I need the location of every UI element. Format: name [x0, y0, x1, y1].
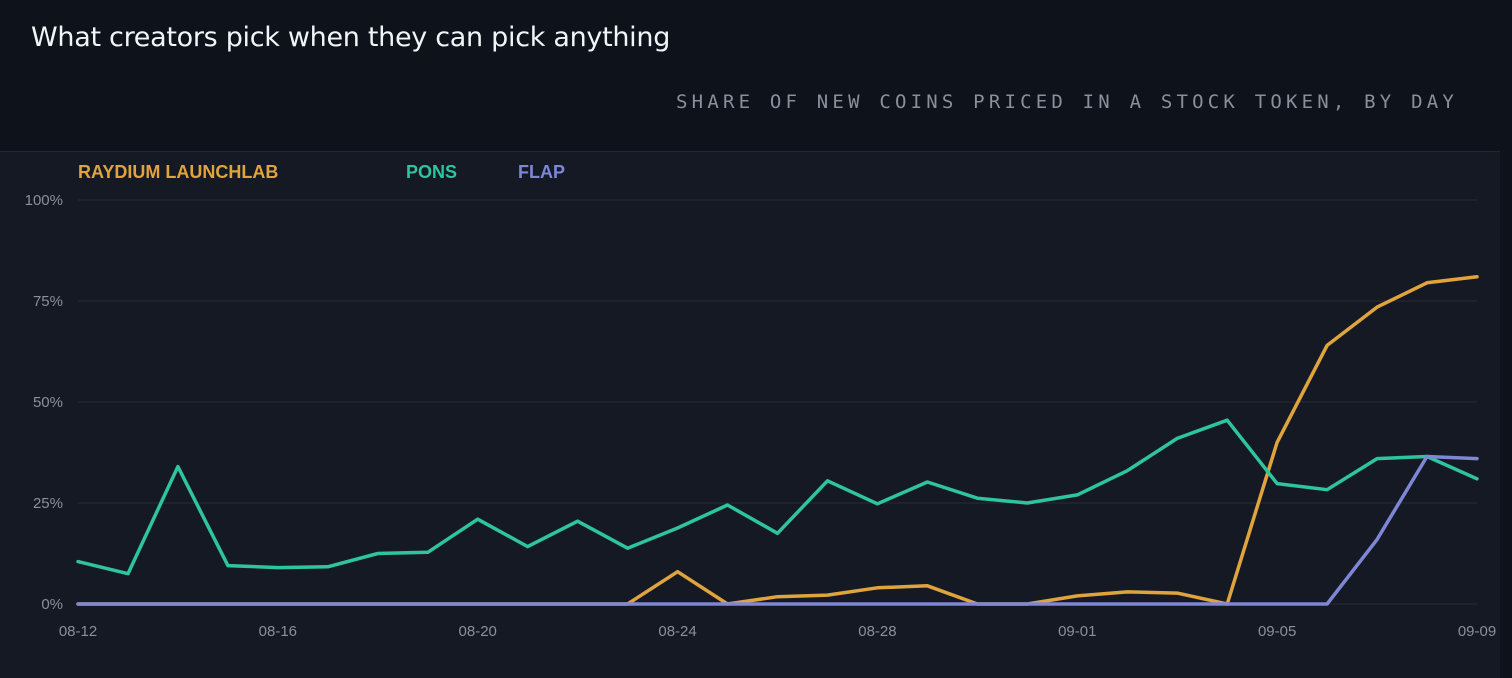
legend-item-raydium-launchlab: RAYDIUM LAUNCHLAB — [78, 162, 278, 182]
y-tick-label: 75% — [33, 293, 63, 310]
gridlines — [78, 199, 1477, 605]
series-lines — [76, 275, 1479, 606]
x-tick-label: 08-24 — [658, 623, 696, 640]
legend-item-flap: FLAP — [518, 162, 565, 182]
legend-item-pons: PONS — [406, 162, 457, 182]
y-tick-label: 25% — [33, 495, 63, 512]
y-tick-label: 0% — [41, 596, 63, 613]
x-tick-label: 08-20 — [459, 623, 497, 640]
x-tick-label: 09-05 — [1258, 623, 1296, 640]
x-axis: 08-12 08-16 08-20 08-24 08-28 09-01 09-05 09-09 — [59, 623, 1496, 640]
chart-header: What creators pick when they can pick an… — [0, 0, 1500, 152]
series-line-pons — [76, 418, 1479, 576]
chart-title: What creators pick when they can pick an… — [31, 22, 671, 53]
x-tick-label: 08-16 — [259, 623, 297, 640]
x-tick-label: 08-12 — [59, 623, 97, 640]
y-axis: 0% 25% 50% 75% 100% — [25, 192, 63, 613]
y-tick-label: 100% — [25, 192, 63, 209]
y-tick-label: 50% — [33, 394, 63, 411]
x-tick-label: 09-01 — [1058, 623, 1096, 640]
chart-subtitle: SHARE OF NEW COINS PRICED IN A STOCK TOK… — [676, 91, 1458, 113]
series-line-raydium-launchlab — [76, 275, 1479, 606]
x-tick-label: 09-09 — [1458, 623, 1496, 640]
x-tick-label: 08-28 — [858, 623, 896, 640]
legend: RAYDIUM LAUNCHLAB PONS FLAP — [78, 162, 565, 182]
series-line-flap — [76, 454, 1479, 606]
